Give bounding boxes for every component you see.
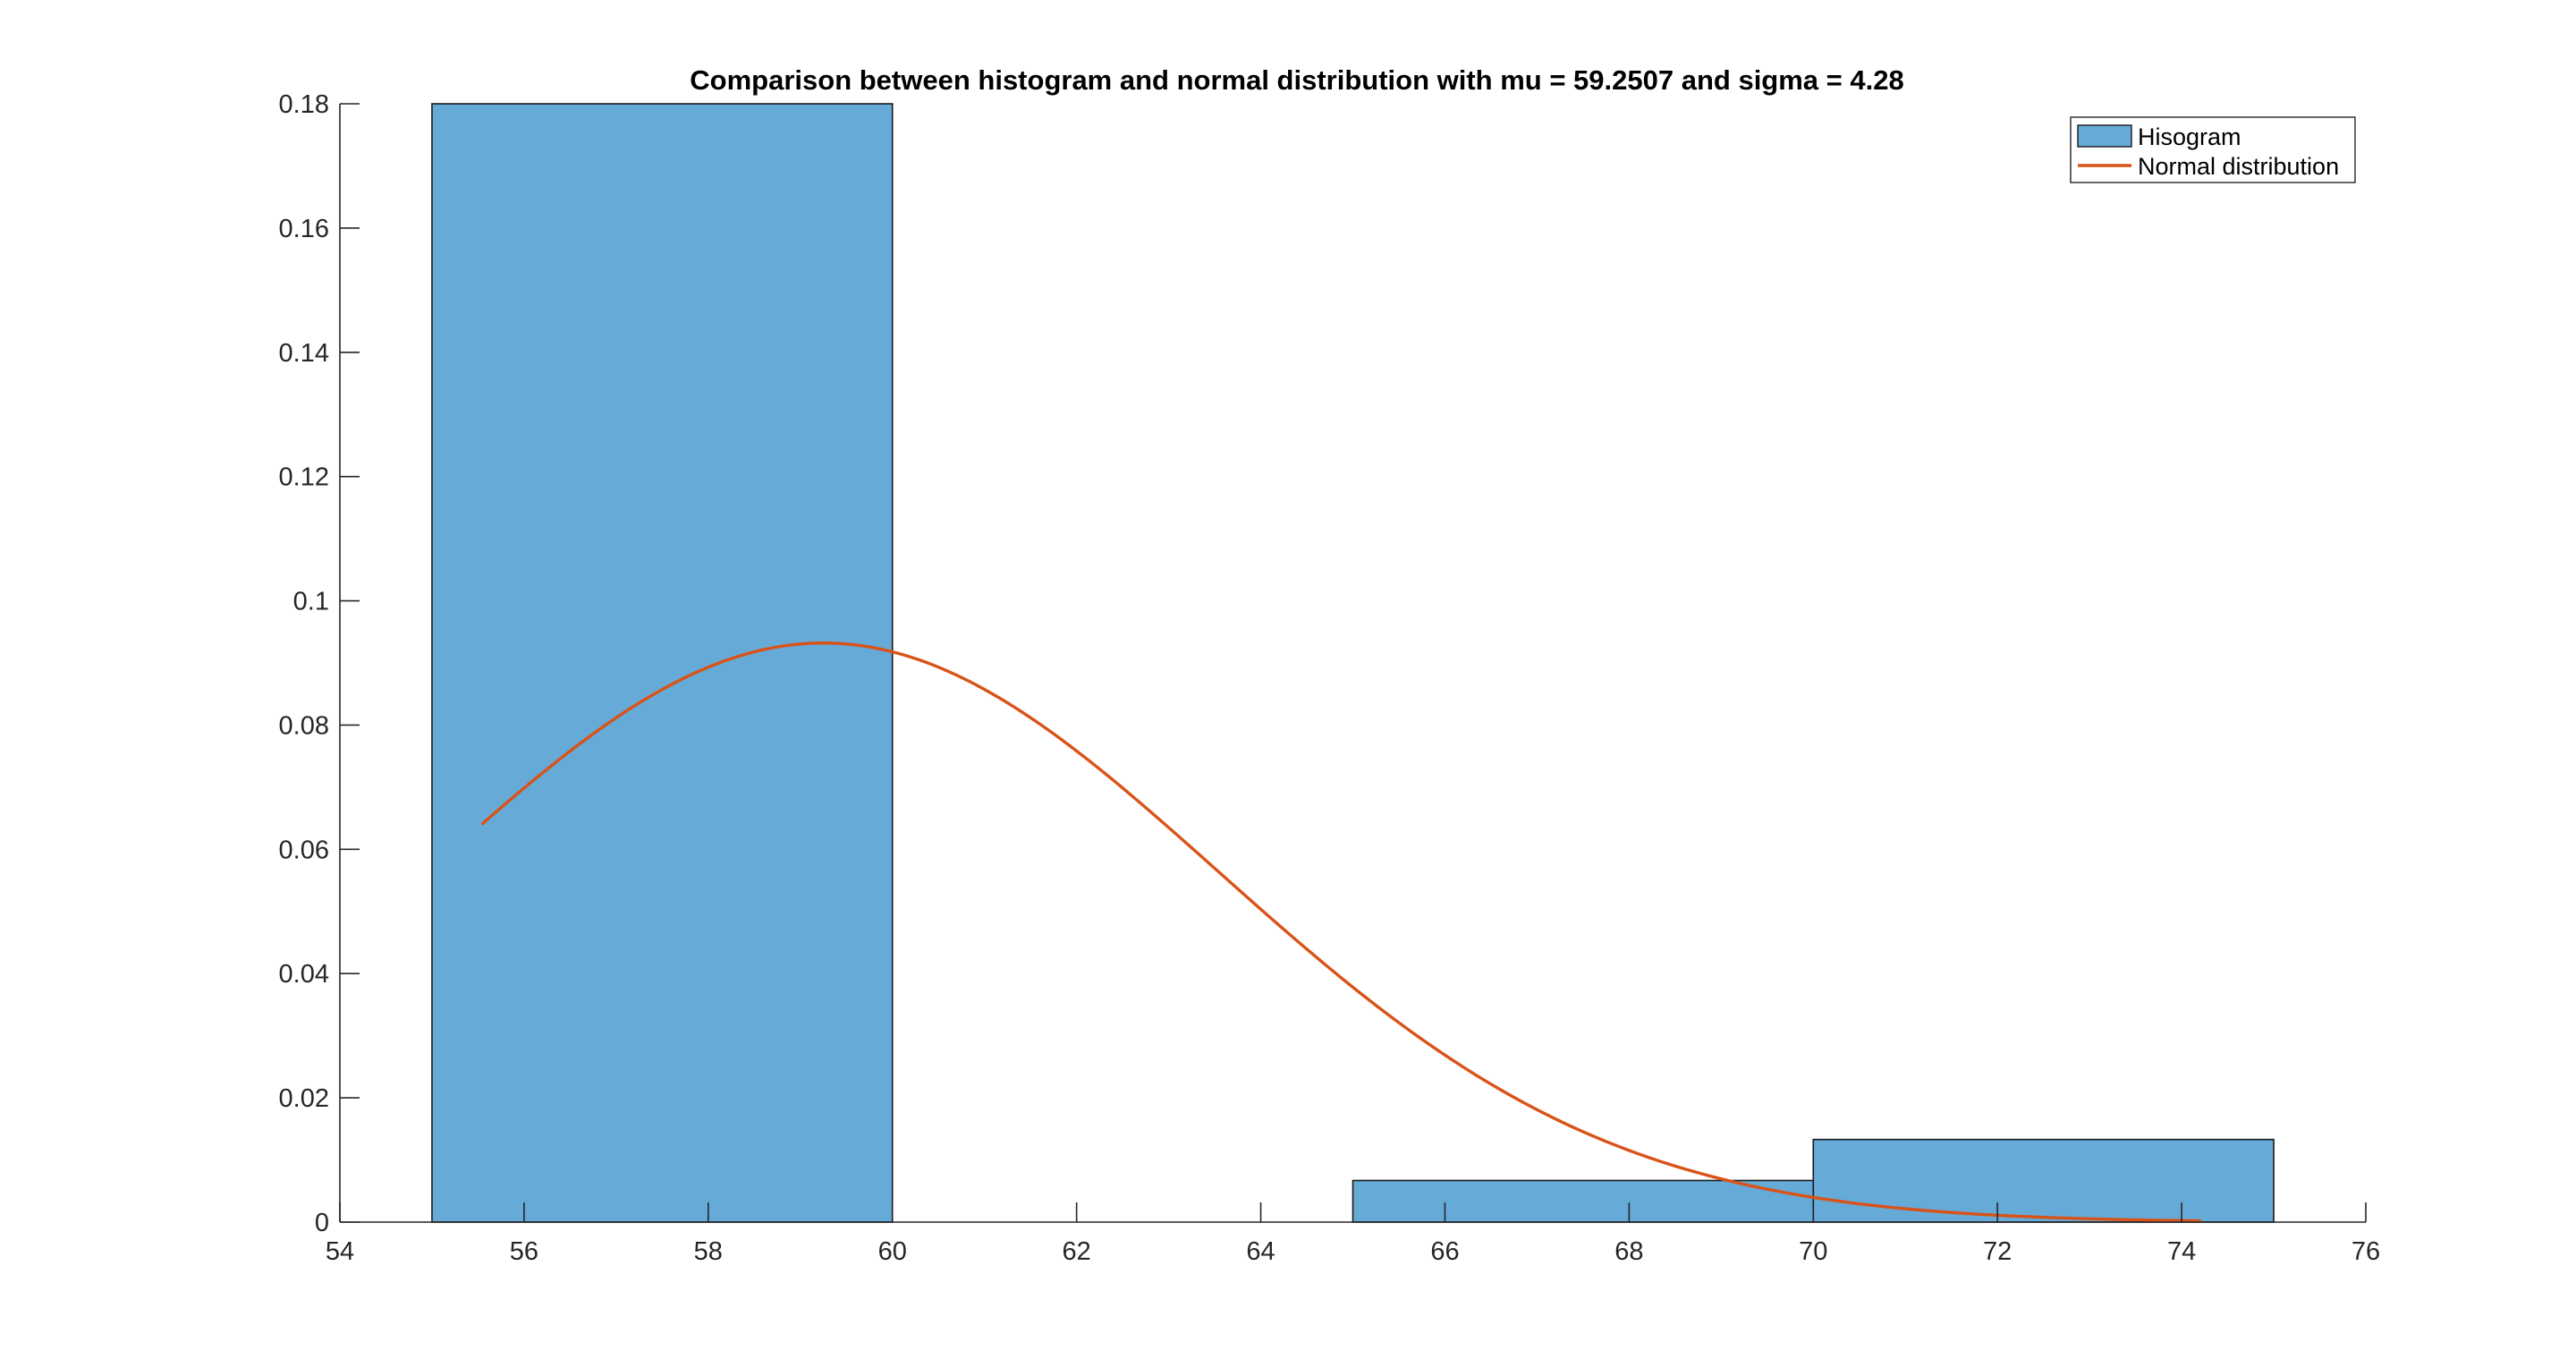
x-tick-label-2: 58 [694, 1237, 723, 1266]
x-tick-label-11: 76 [2351, 1237, 2380, 1266]
axes: 54 56 58 60 62 64 66 68 70 72 74 76 0 0.02 0.04 0.06 0.0… [279, 90, 2381, 1266]
legend-swatch-histogram [2077, 124, 2132, 148]
legend-label-histogram: Hisogram [2138, 123, 2241, 150]
y-tick-label-7: 0.14 [279, 339, 329, 368]
y-tick-label-4: 0.08 [279, 711, 329, 740]
x-tick-label-5: 64 [1246, 1237, 1275, 1266]
x-tick-label-1: 56 [510, 1237, 538, 1266]
chart-title: Comparison between histogram and normal … [690, 64, 1903, 96]
x-tick-label-9: 72 [1983, 1237, 2012, 1266]
y-tick-label-6: 0.12 [279, 463, 329, 492]
y-tick-label-3: 0.06 [279, 836, 329, 864]
y-tick-label-8: 0.16 [279, 215, 329, 243]
x-tick-label-6: 66 [1430, 1237, 1459, 1266]
x-tick-label-8: 70 [1799, 1237, 1827, 1266]
histogram-bar-2 [1352, 1179, 1815, 1223]
y-tick-label-9: 0.18 [279, 90, 329, 119]
y-tick-label-5: 0.1 [293, 588, 329, 616]
histogram-bar-0 [431, 103, 894, 1223]
x-tick-label-3: 60 [878, 1237, 907, 1266]
y-tick-label-0: 0 [315, 1209, 329, 1237]
normal-curve-layer [480, 641, 2202, 1223]
legend: Hisogram Normal distribution [2070, 116, 2356, 183]
normal-distribution-line [480, 641, 2202, 1223]
y-tick-label-1: 0.02 [279, 1084, 329, 1113]
x-tick-label-10: 74 [2167, 1237, 2196, 1266]
legend-label-normal: Normal distribution [2138, 153, 2339, 180]
y-tick-label-2: 0.04 [279, 960, 329, 989]
x-tick-label-4: 62 [1063, 1237, 1091, 1266]
x-tick-label-7: 68 [1614, 1237, 1643, 1266]
histogram-bar-3 [1812, 1138, 2275, 1223]
x-tick-label-0: 54 [326, 1237, 354, 1266]
